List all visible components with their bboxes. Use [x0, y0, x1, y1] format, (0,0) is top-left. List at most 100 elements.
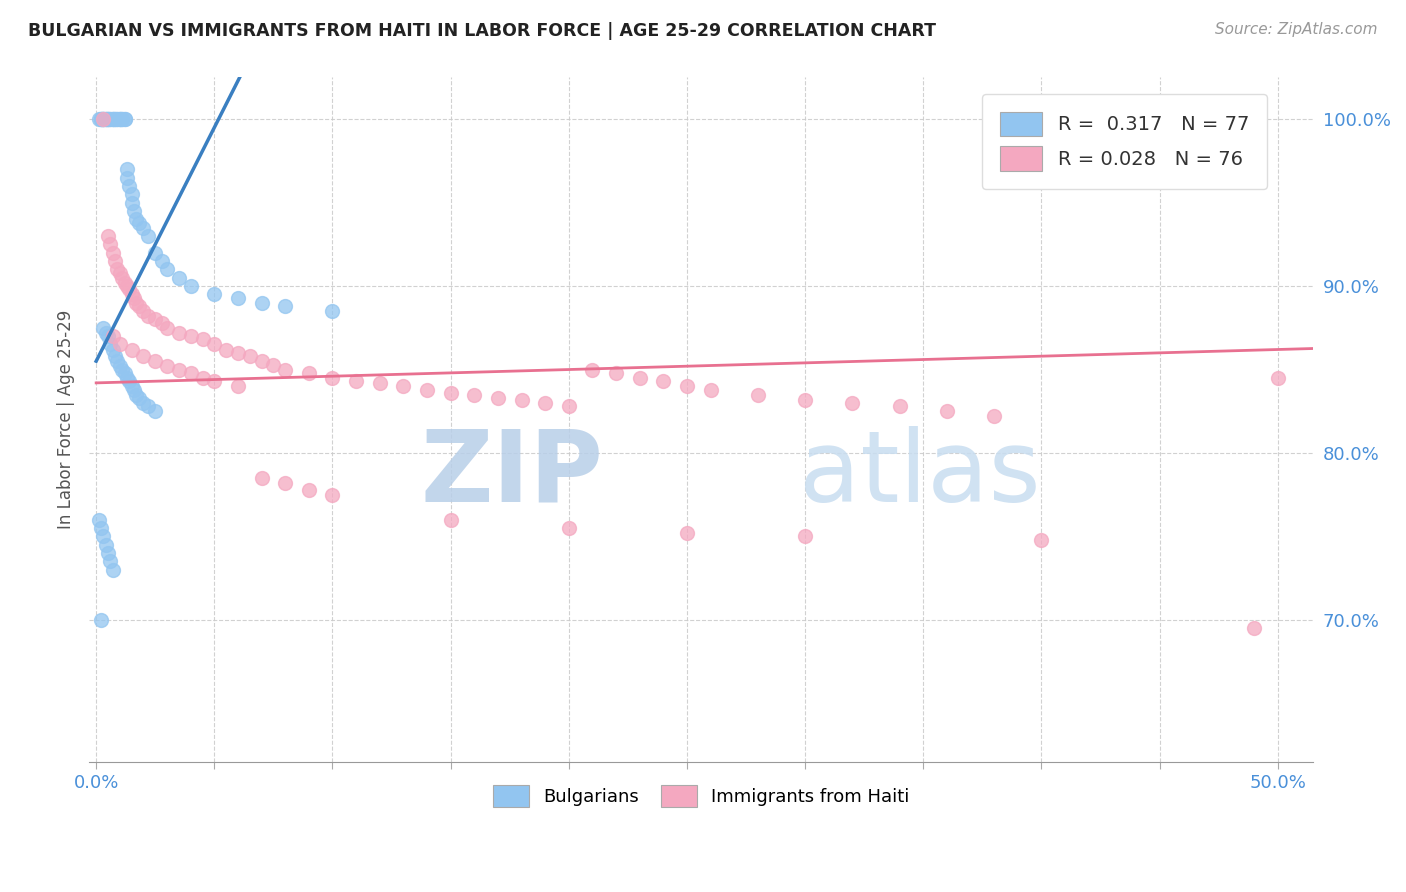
Point — [121, 287, 143, 301]
Point — [841, 396, 863, 410]
Point — [699, 383, 721, 397]
Point — [202, 374, 225, 388]
Point — [558, 521, 581, 535]
Point — [97, 546, 120, 560]
Point — [652, 374, 675, 388]
Point — [250, 471, 273, 485]
Text: Source: ZipAtlas.com: Source: ZipAtlas.com — [1215, 22, 1378, 37]
Point — [191, 333, 214, 347]
Point — [605, 366, 627, 380]
Point — [101, 245, 124, 260]
Point — [983, 409, 1005, 424]
Point — [226, 291, 249, 305]
Point — [121, 379, 143, 393]
Point — [90, 521, 112, 535]
Point — [94, 112, 117, 127]
Point — [91, 112, 114, 127]
Point — [91, 112, 114, 127]
Point — [180, 279, 202, 293]
Point — [111, 112, 134, 127]
Point — [115, 170, 138, 185]
Point — [143, 404, 166, 418]
Point — [114, 112, 136, 127]
Point — [226, 379, 249, 393]
Point — [156, 262, 179, 277]
Point — [136, 309, 159, 323]
Point — [94, 112, 117, 127]
Point — [486, 391, 509, 405]
Point — [107, 262, 129, 277]
Point — [128, 216, 150, 230]
Point — [104, 112, 127, 127]
Point — [215, 343, 238, 357]
Point — [250, 354, 273, 368]
Point — [136, 229, 159, 244]
Point — [91, 320, 114, 334]
Point — [747, 387, 769, 401]
Point — [180, 366, 202, 380]
Text: BULGARIAN VS IMMIGRANTS FROM HAITI IN LABOR FORCE | AGE 25-29 CORRELATION CHART: BULGARIAN VS IMMIGRANTS FROM HAITI IN LA… — [28, 22, 936, 40]
Point — [118, 178, 141, 193]
Point — [114, 366, 136, 380]
Point — [118, 282, 141, 296]
Point — [122, 291, 145, 305]
Point — [87, 513, 110, 527]
Point — [794, 529, 817, 543]
Point — [108, 266, 131, 280]
Point — [936, 404, 959, 418]
Point — [167, 326, 190, 340]
Point — [167, 270, 190, 285]
Point — [104, 254, 127, 268]
Point — [91, 112, 114, 127]
Point — [118, 374, 141, 388]
Point — [101, 112, 124, 127]
Point — [125, 387, 148, 401]
Text: ZIP: ZIP — [420, 425, 603, 523]
Point — [143, 312, 166, 326]
Point — [581, 362, 603, 376]
Point — [262, 358, 284, 372]
Point — [416, 383, 439, 397]
Point — [98, 112, 121, 127]
Point — [321, 304, 343, 318]
Point — [98, 337, 121, 351]
Point — [156, 320, 179, 334]
Point — [90, 112, 112, 127]
Point — [202, 337, 225, 351]
Point — [107, 112, 129, 127]
Point — [91, 529, 114, 543]
Point — [90, 112, 112, 127]
Point — [143, 354, 166, 368]
Point — [274, 299, 297, 313]
Point — [90, 613, 112, 627]
Point — [298, 483, 321, 497]
Point — [128, 299, 150, 313]
Point — [534, 396, 557, 410]
Y-axis label: In Labor Force | Age 25-29: In Labor Force | Age 25-29 — [58, 310, 75, 529]
Point — [107, 354, 129, 368]
Point — [94, 538, 117, 552]
Point — [794, 392, 817, 407]
Point — [191, 371, 214, 385]
Point — [132, 349, 155, 363]
Point — [115, 162, 138, 177]
Legend: Bulgarians, Immigrants from Haiti: Bulgarians, Immigrants from Haiti — [485, 778, 917, 814]
Point — [104, 349, 127, 363]
Point — [628, 371, 651, 385]
Point — [121, 187, 143, 202]
Point — [128, 391, 150, 405]
Point — [136, 399, 159, 413]
Point — [101, 563, 124, 577]
Point — [150, 254, 173, 268]
Point — [97, 329, 120, 343]
Point — [122, 383, 145, 397]
Point — [250, 295, 273, 310]
Point — [889, 399, 911, 413]
Point — [132, 304, 155, 318]
Point — [274, 476, 297, 491]
Point — [108, 359, 131, 374]
Point — [98, 237, 121, 252]
Point — [368, 376, 391, 390]
Point — [98, 112, 121, 127]
Point — [101, 343, 124, 357]
